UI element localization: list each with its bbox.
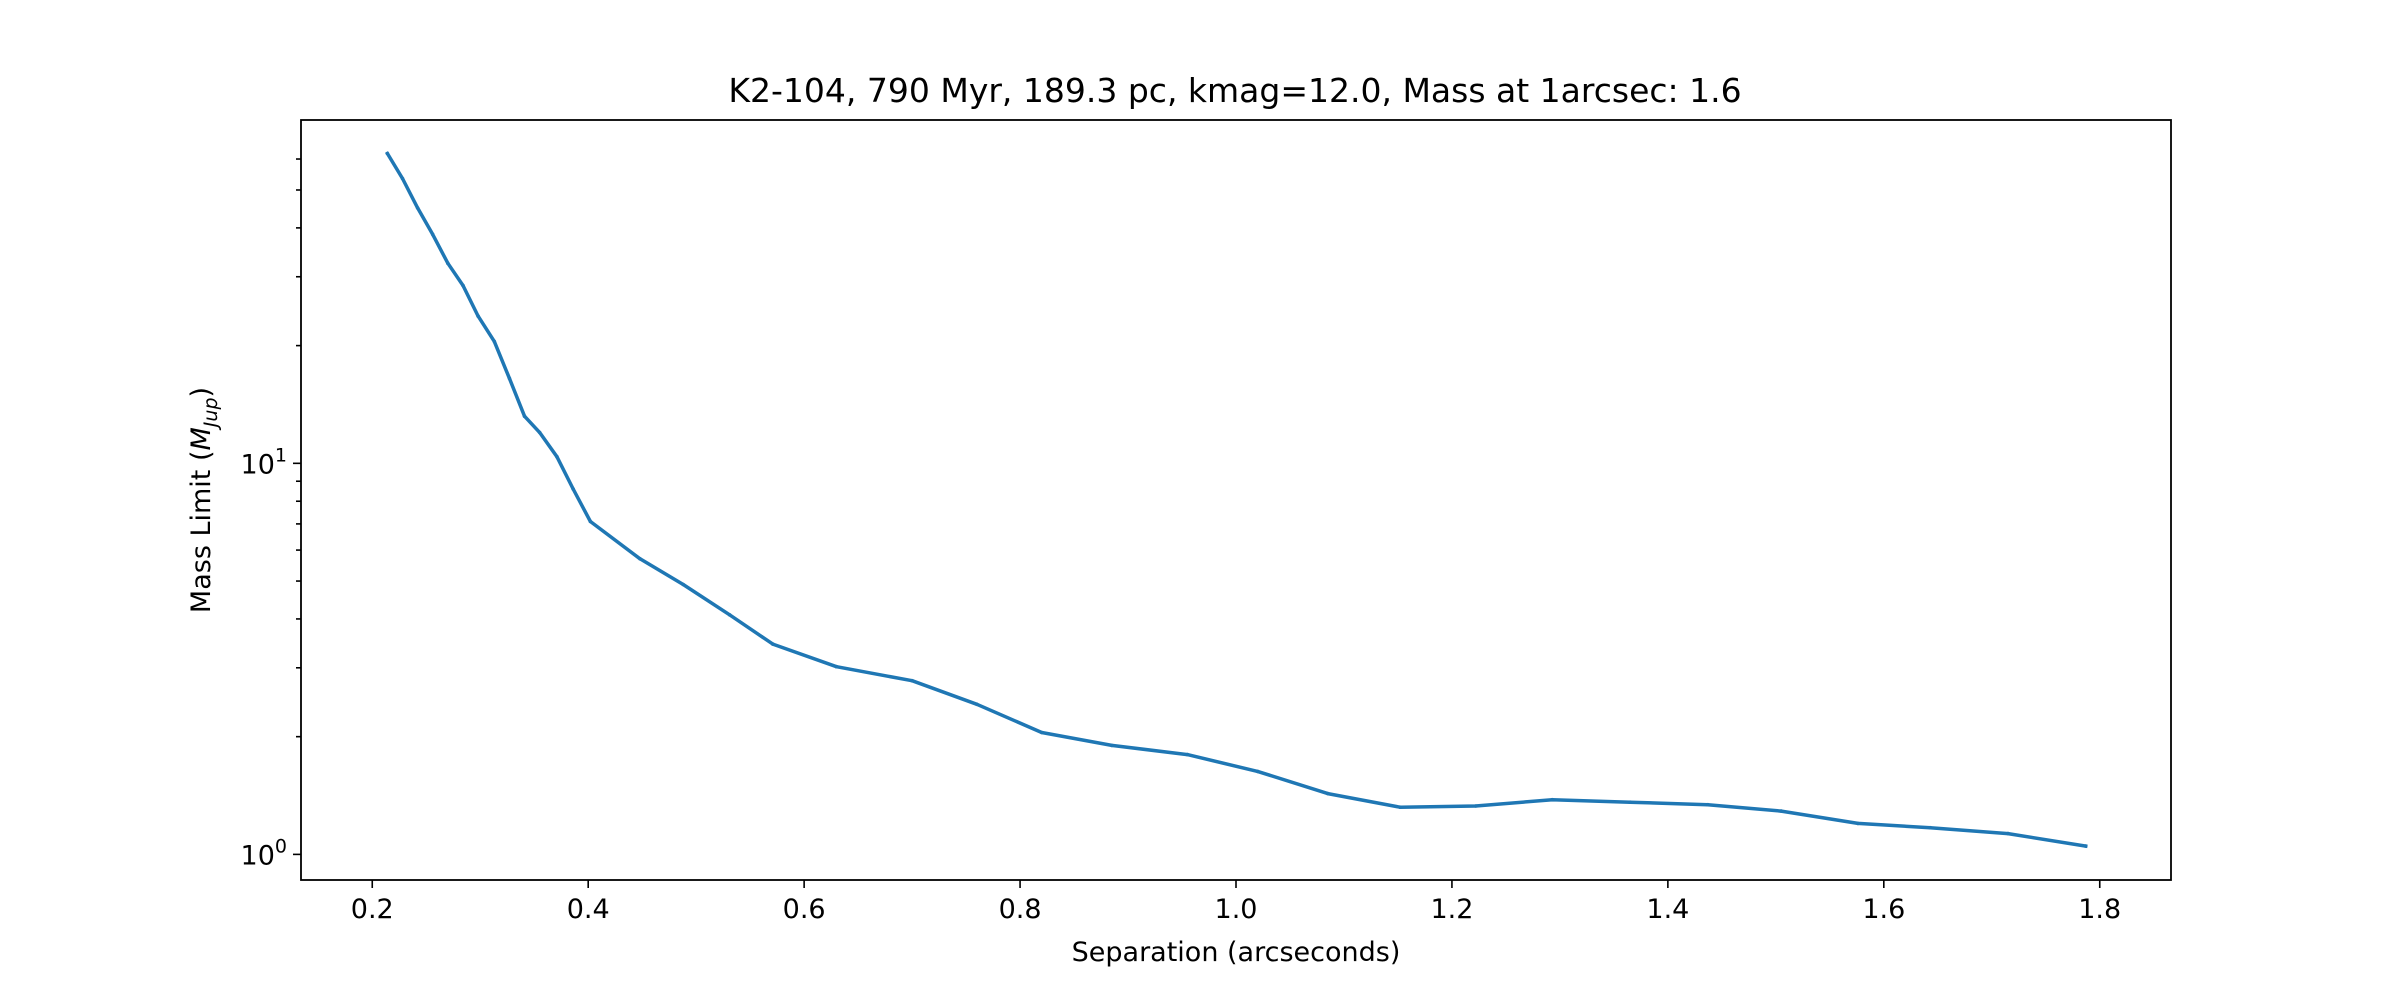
y-axis: 100 101 bbox=[241, 158, 301, 871]
x-tick-label: 0.6 bbox=[783, 894, 826, 925]
x-tick-label: 1.2 bbox=[1430, 894, 1473, 925]
x-tick-label: 1.0 bbox=[1215, 894, 1258, 925]
data-point bbox=[1326, 791, 1330, 796]
data-point bbox=[537, 430, 542, 435]
y-axis-label-prefix: Mass Limit ( bbox=[186, 450, 217, 613]
x-tick-label: 0.4 bbox=[567, 894, 610, 925]
x-tick-label: 1.6 bbox=[1862, 894, 1905, 925]
x-axis-label: Separation (arcseconds) bbox=[1072, 937, 1401, 968]
data-point bbox=[1110, 743, 1114, 748]
data-point bbox=[385, 151, 390, 156]
data-point bbox=[834, 664, 839, 669]
x-tick-label: 1.4 bbox=[1646, 894, 1689, 925]
chart-title: K2-104, 790 Myr, 189.3 pc, kmag=12.0, Ma… bbox=[728, 71, 1741, 110]
x-tick-label: 1.8 bbox=[2078, 894, 2121, 925]
y-axis-label-symbol: M bbox=[186, 427, 217, 450]
y-axis-label-subscript: Jup bbox=[200, 397, 222, 431]
data-point bbox=[727, 613, 732, 617]
data-point bbox=[555, 454, 559, 459]
y-tick-label: 100 bbox=[241, 835, 287, 871]
data-point bbox=[588, 519, 593, 524]
x-tick-label: 0.2 bbox=[351, 894, 394, 925]
data-point bbox=[1255, 769, 1260, 774]
data-point bbox=[1550, 797, 1555, 802]
data-point bbox=[1185, 752, 1190, 757]
data-point bbox=[2006, 831, 2010, 836]
series-line bbox=[384, 151, 2088, 849]
data-point bbox=[476, 314, 480, 318]
data-point bbox=[975, 702, 979, 707]
data-point bbox=[681, 582, 685, 587]
data-points bbox=[385, 151, 2088, 848]
data-point bbox=[638, 557, 642, 561]
data-point bbox=[1039, 730, 1044, 735]
data-point bbox=[1473, 804, 1478, 808]
data-point bbox=[1779, 809, 1783, 813]
data-point bbox=[571, 487, 575, 491]
plot-area bbox=[300, 119, 2172, 881]
data-point bbox=[771, 642, 775, 646]
data-point bbox=[400, 176, 405, 181]
data-point bbox=[522, 414, 527, 419]
data-point bbox=[446, 261, 450, 266]
data-point bbox=[910, 678, 914, 683]
data-point bbox=[492, 339, 497, 344]
data-point bbox=[1628, 800, 1632, 804]
data-point bbox=[461, 283, 465, 288]
data-point bbox=[415, 206, 420, 210]
x-axis: 0.2 0.4 0.6 0.8 1.0 1.2 1.4 1.6 1.8 bbox=[351, 880, 2121, 925]
data-point bbox=[1706, 802, 1710, 807]
y-tick-label: 101 bbox=[241, 444, 287, 480]
data-point bbox=[2083, 844, 2088, 848]
data-point bbox=[1856, 821, 1860, 826]
x-tick-label: 0.8 bbox=[999, 894, 1042, 925]
y-axis-label: Mass Limit (MJup) bbox=[186, 387, 222, 613]
data-point bbox=[430, 232, 435, 237]
data-point bbox=[507, 376, 512, 381]
y-axis-label-suffix: ) bbox=[186, 387, 217, 398]
data-point bbox=[1928, 825, 1932, 830]
data-point bbox=[1398, 805, 1402, 809]
